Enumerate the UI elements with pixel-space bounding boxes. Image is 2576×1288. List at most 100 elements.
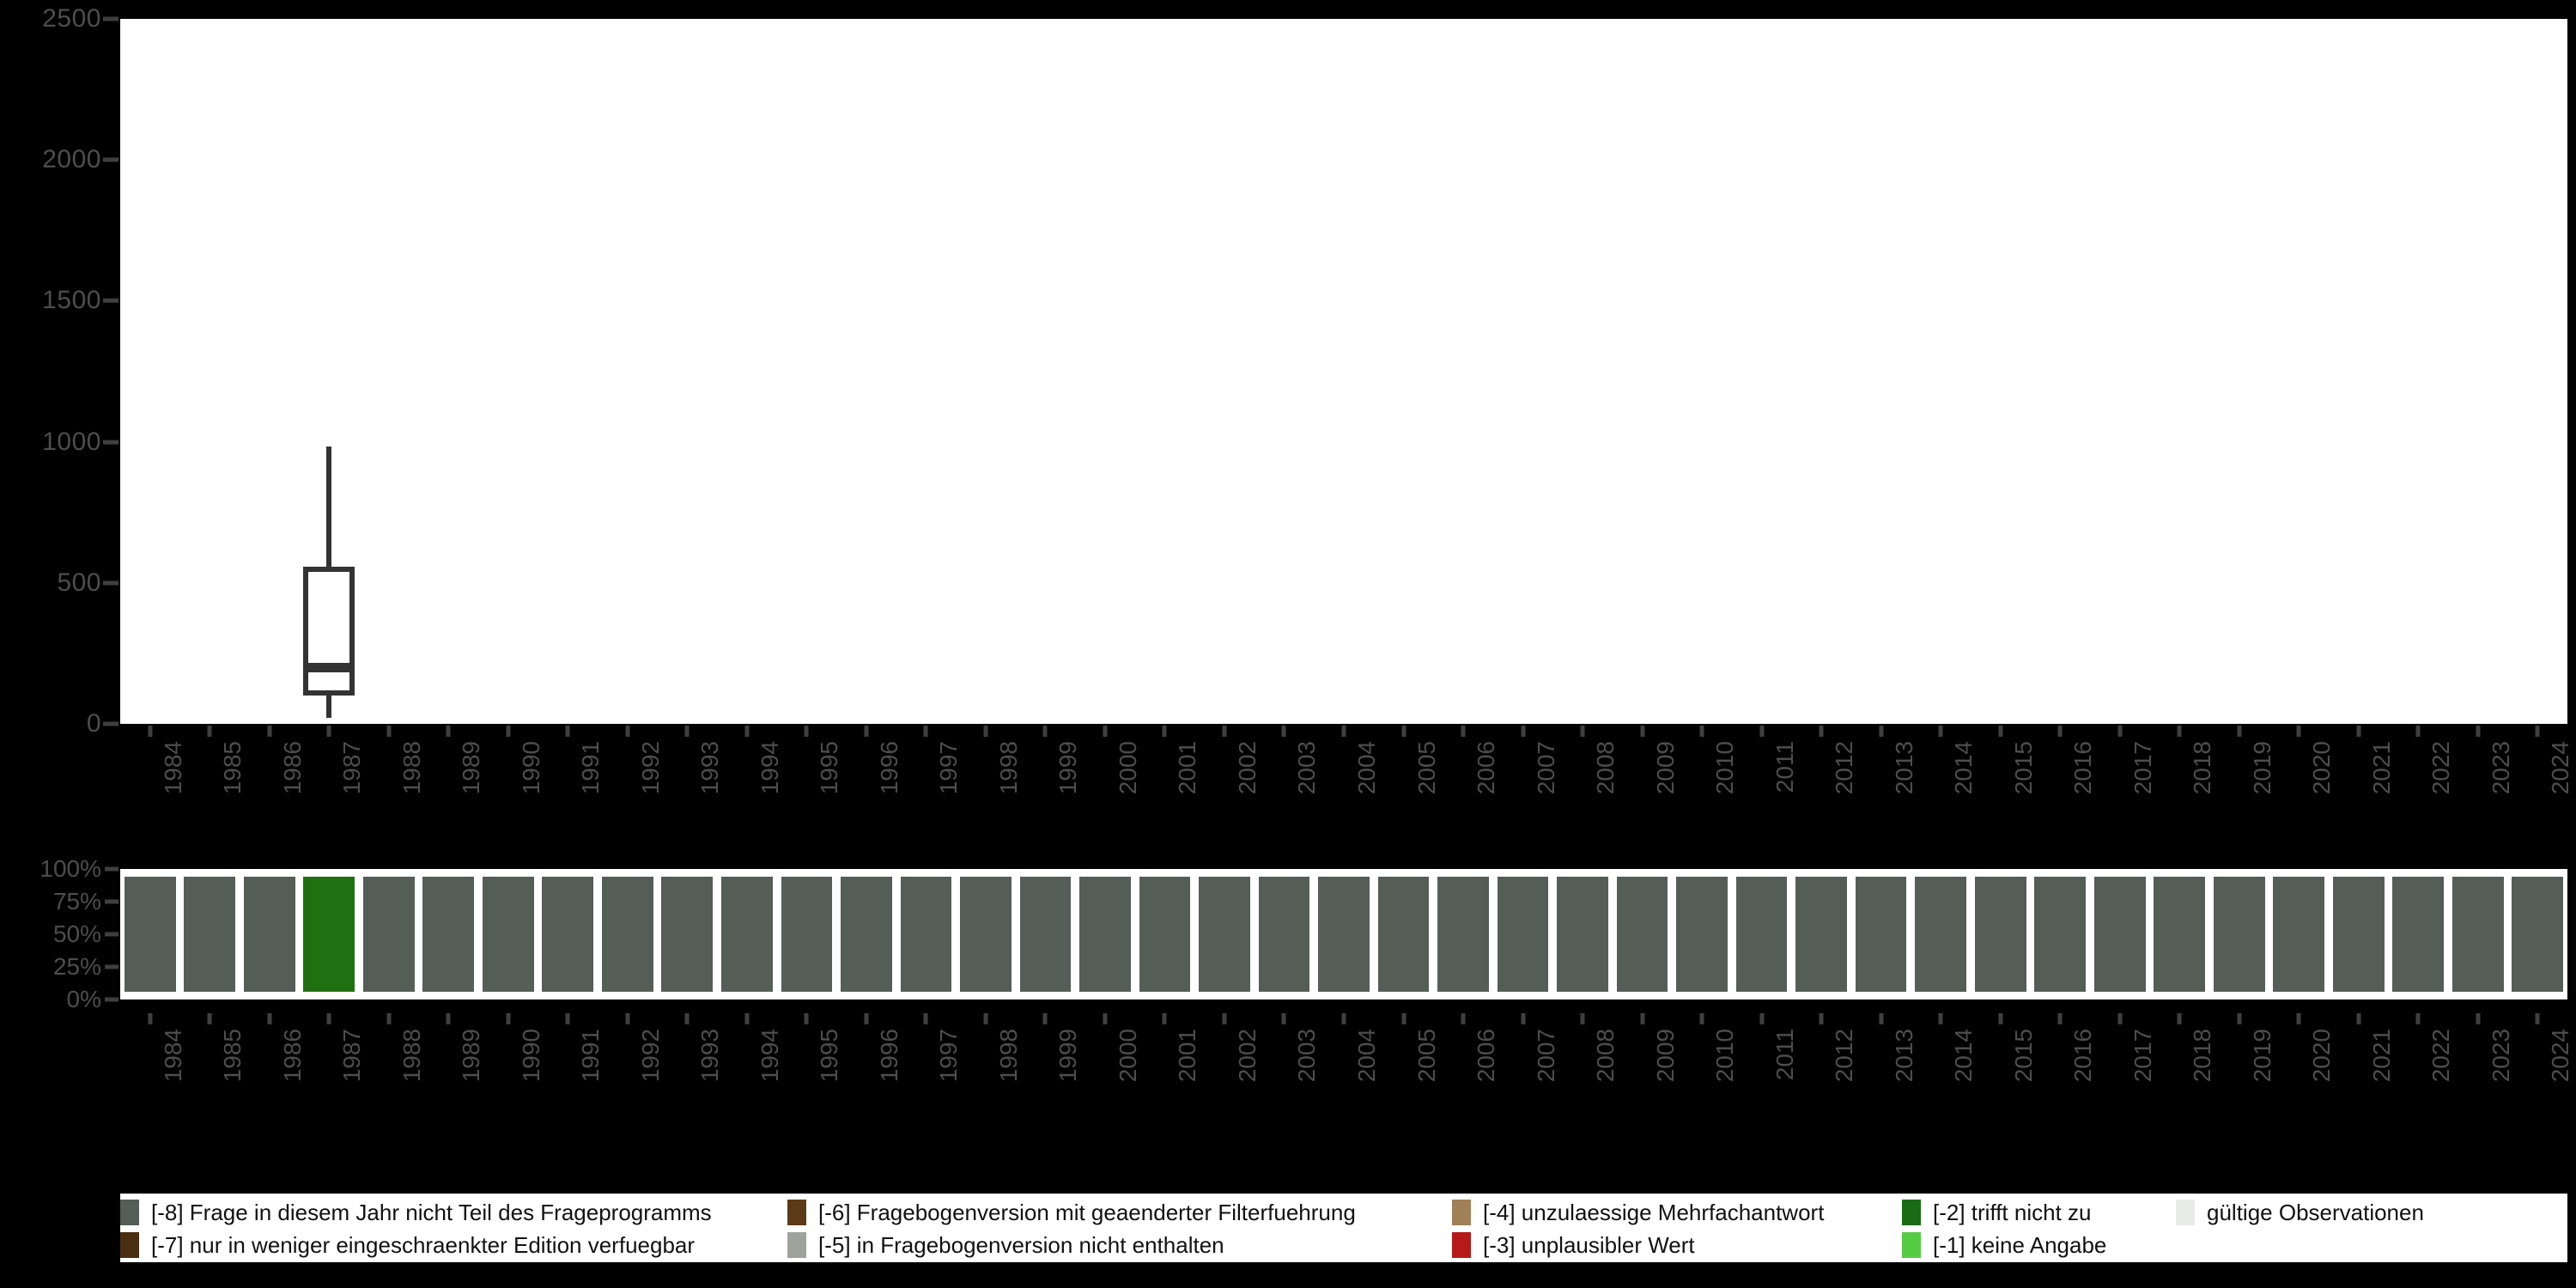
boxplot-x-tick-mark [1938, 726, 1943, 737]
boxplot-x-tick-mark [1640, 726, 1645, 737]
legend-swatch-icon [120, 1232, 139, 1258]
bar-1991 [542, 877, 594, 992]
legend-label: [-8] Frage in diesem Jahr nicht Teil des… [151, 1199, 712, 1225]
legend-item[interactable]: [-7] nur in weniger eingeschraenkter Edi… [120, 1228, 695, 1262]
bar-x-tick-label: 1995 [816, 1029, 843, 1083]
bar-2024 [2512, 877, 2564, 992]
bar-1999 [1019, 877, 1072, 992]
bar-x-tick-label: 2010 [1711, 1029, 1739, 1083]
boxplot-x-tick-mark [1341, 726, 1346, 737]
bar-x-tick-mark [864, 1013, 869, 1024]
bar-1984 [124, 877, 176, 992]
boxplot-x-tick-label: 2016 [2069, 741, 2097, 795]
legend-item[interactable]: [-5] in Fragebogenversion nicht enthalte… [787, 1228, 1224, 1262]
boxplot-x-tick-label: 1996 [875, 741, 902, 795]
boxplot-x-tick-mark [1819, 726, 1824, 737]
bar-x-tick-mark [2296, 1013, 2301, 1024]
boxplot-x-tick-mark [923, 726, 928, 737]
bar-1997 [900, 877, 952, 992]
bar-x-tick-label: 2024 [2547, 1029, 2574, 1083]
bar-x-tick-label: 1990 [517, 1029, 544, 1083]
boxplot-x-tick-label: 1985 [219, 741, 246, 795]
bar-x-tick-mark [2535, 1013, 2540, 1024]
legend-item[interactable]: gültige Observationen [2176, 1195, 2424, 1230]
bar-x-tick-label: 1999 [1054, 1029, 1082, 1083]
bar-x-tick-mark [744, 1013, 750, 1024]
bar-2001 [1139, 877, 1191, 992]
boxplot-x-tick-mark [506, 726, 511, 737]
bar-x-tick-mark [267, 1013, 272, 1024]
boxplot-y-tick-mark [103, 721, 118, 726]
boxplot-y-tick-label: 1000 [42, 427, 101, 456]
legend-item[interactable]: [-3] unplausibler Wert [1452, 1228, 1695, 1262]
legend-item[interactable]: [-2] trifft nicht zu [1902, 1195, 2091, 1230]
boxplot-x-tick-label: 2001 [1174, 741, 1201, 795]
legend-row: [-7] nur in weniger eingeschraenkter Edi… [120, 1228, 2567, 1262]
bar-2021 [2332, 877, 2385, 992]
boxplot-y-tick-mark [103, 298, 118, 303]
boxplot-x-tick-mark [2356, 726, 2361, 737]
boxplot-x-tick-mark [684, 726, 690, 737]
bar-1985 [184, 877, 236, 992]
boxplot-x-tick-mark [1162, 726, 1167, 737]
boxplot-x-tick-label: 2020 [2308, 741, 2336, 795]
bar-y-tick-mark [105, 997, 118, 1002]
legend-item[interactable]: [-4] unzulaessige Mehrfachantwort [1452, 1195, 1824, 1230]
bar-x-tick-label: 2020 [2308, 1029, 2336, 1083]
bar-y-axis: 0% 25% 50% 75% 100% [0, 855, 120, 1013]
bar-x-tick-mark [1401, 1013, 1406, 1024]
bar-x-tick-mark [326, 1013, 331, 1024]
bar-x-tick-label: 2006 [1473, 1029, 1500, 1083]
boxplot-x-tick-label: 2000 [1114, 741, 1141, 795]
legend-label: [-5] in Fragebogenversion nicht enthalte… [818, 1231, 1224, 1258]
boxplot-panel: 0 500 1000 1500 2000 2500 1984 1985 1986 1987 198… [42, 4, 2573, 794]
boxplot-x-tick-label: 2014 [1950, 741, 1978, 795]
bar-1993 [661, 877, 714, 992]
legend-label: [-2] trifft nicht zu [1933, 1199, 2092, 1225]
legend-swatch-icon [787, 1232, 806, 1258]
bar-x-tick-label: 1991 [577, 1029, 605, 1083]
bar-x-tick-label: 2021 [2367, 1029, 2395, 1083]
bar-x-tick-label: 1987 [338, 1029, 366, 1083]
boxplot-x-tick-label: 1997 [935, 741, 963, 795]
boxplot-x-tick-mark [804, 726, 809, 737]
bar-x-tick-label: 2007 [1532, 1029, 1559, 1083]
bar-1996 [841, 877, 892, 992]
bar-x-tick-label: 1988 [398, 1029, 425, 1083]
bar-x-tick-label: 1993 [696, 1029, 724, 1083]
boxplot-x-tick-label: 1994 [756, 741, 783, 795]
bar-2002 [1199, 877, 1250, 992]
bar-y-tick-label: 50% [52, 920, 101, 947]
bar-2003 [1258, 877, 1310, 992]
bar-x-tick-mark [1879, 1013, 1884, 1024]
bar-x-tick-mark [625, 1013, 630, 1024]
legend-label: [-3] unplausibler Wert [1483, 1231, 1695, 1258]
boxplot-x-tick-mark [1580, 726, 1585, 737]
boxplot-x-tick-label: 1998 [994, 741, 1022, 795]
bar-2012 [1795, 877, 1847, 992]
boxplot-y-tick-mark [103, 16, 118, 21]
legend-label: [-1] keine Angabe [1933, 1231, 2107, 1258]
boxplot-x-tick-label: 1988 [398, 741, 425, 795]
boxplot-x-tick-mark [983, 726, 988, 737]
boxplot-y-tick-label: 0 [86, 709, 101, 738]
bar-x-tick-label: 2013 [1890, 1029, 1917, 1083]
bar-x-tick-mark [386, 1013, 392, 1024]
bar-2013 [1855, 877, 1907, 992]
legend-item[interactable]: [-6] Fragebogenversion mit geaenderter F… [787, 1195, 1356, 1230]
boxplot-x-tick-mark [565, 726, 570, 737]
boxplot-x-tick-mark [2117, 726, 2123, 737]
legend-item[interactable]: [-8] Frage in diesem Jahr nicht Teil des… [120, 1195, 712, 1230]
bar-x-tick-label: 2018 [2189, 1029, 2216, 1083]
boxplot-x-tick-label: 2021 [2367, 741, 2395, 795]
legend-item[interactable]: [-1] keine Angabe [1902, 1228, 2106, 1262]
boxplot-x-tick-mark [1461, 726, 1466, 737]
bar-x-tick-label: 2023 [2487, 1029, 2514, 1083]
legend-row: [-8] Frage in diesem Jahr nicht Teil des… [120, 1195, 2567, 1230]
bar-x-tick-mark [804, 1013, 809, 1024]
boxplot-x-tick-mark [2177, 726, 2182, 737]
bar-x-tick-mark [2415, 1013, 2421, 1024]
bar-x-tick-label: 2009 [1651, 1029, 1679, 1083]
boxplot-x-tick-label: 2002 [1233, 741, 1261, 795]
bar-x-tick-mark [1580, 1013, 1585, 1024]
